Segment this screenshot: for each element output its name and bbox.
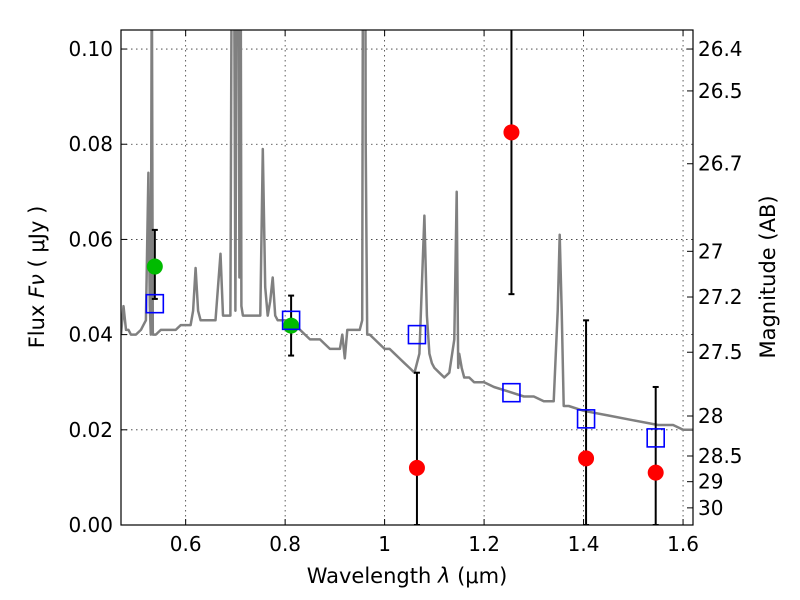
model-square-point	[646, 428, 665, 448]
red-data-point	[503, 124, 520, 141]
right-tick-label: 28	[698, 404, 723, 428]
y-tick-label: 0.00	[68, 513, 113, 537]
x-tick-label: 1.6	[667, 532, 699, 556]
x-tick-label: 1.2	[468, 532, 500, 556]
model-square-point	[576, 409, 596, 429]
right-tick-label: 29	[698, 470, 723, 494]
x-tick-label: 1	[378, 532, 391, 556]
plot-area	[121, 30, 693, 525]
x-tick-label: 0.6	[170, 532, 202, 556]
right-axis-label: Magnitude (AB)	[756, 195, 780, 358]
right-tick-label: 26.5	[698, 79, 743, 103]
right-tick-label: 28.5	[698, 444, 743, 468]
y-tick-label: 0.08	[68, 132, 113, 156]
model-square-point	[145, 293, 165, 314]
model-square-point	[281, 310, 301, 331]
y-tick-label: 0.06	[68, 227, 113, 251]
model-square-point	[502, 382, 521, 403]
model-square-point	[407, 324, 427, 345]
right-tick-label: 27.5	[698, 340, 743, 364]
y-axis-label: Flux Fν ( μJy )	[25, 206, 49, 349]
green-data-point	[146, 258, 163, 275]
right-tick-label: 27.2	[698, 285, 743, 309]
y-tick-label: 0.10	[68, 37, 113, 61]
grid-lines	[121, 30, 693, 525]
right-tick-label: 26.7	[698, 152, 743, 176]
x-tick-label: 1.4	[568, 532, 600, 556]
x-tick-label: 0.8	[269, 532, 301, 556]
red-data-point	[408, 459, 425, 476]
right-tick-label: 26.4	[698, 37, 743, 61]
red-data-point	[647, 464, 664, 481]
right-tick-label: 30	[698, 496, 723, 520]
plot-frame	[120, 29, 694, 526]
right-tick-label: 27	[698, 239, 723, 263]
y-tick-label: 0.02	[68, 418, 113, 442]
spectrum-line	[121, 30, 693, 432]
y-tick-label: 0.04	[68, 323, 113, 347]
axis-ticks: 0.6 0.8 1 1.2 1.4 1.6 0.00 0.02 0.04 0.06 0.08 0.10…	[68, 30, 743, 556]
green-data-point	[283, 317, 300, 334]
x-axis-label: Wavelength λ (μm)	[307, 564, 508, 588]
red-data-point	[578, 450, 595, 467]
